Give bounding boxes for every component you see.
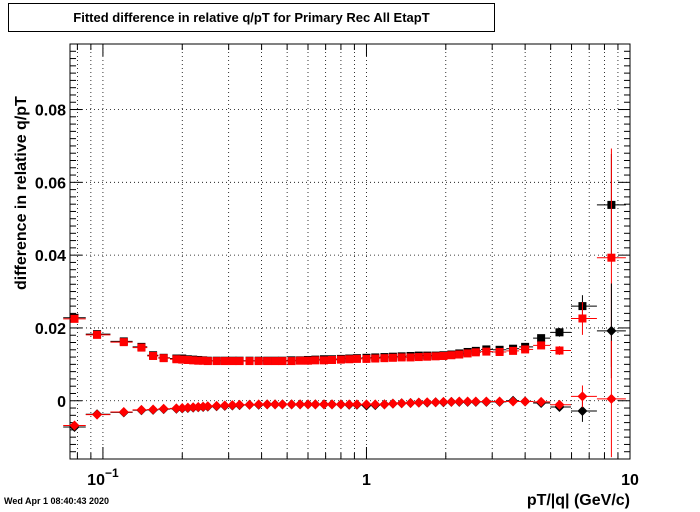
data-point-square <box>423 353 431 361</box>
data-point-square <box>311 356 319 364</box>
data-point-square <box>464 349 472 357</box>
data-point-square <box>447 351 455 359</box>
data-point-square <box>236 357 244 365</box>
data-point-square <box>213 357 221 365</box>
data-point-square <box>120 338 128 346</box>
data-point-diamond <box>414 398 424 408</box>
data-point-diamond <box>406 398 416 408</box>
data-point-diamond <box>92 410 102 420</box>
plot-frame <box>70 44 630 459</box>
x-tick-label: 10 <box>621 472 639 489</box>
data-point-square <box>70 315 78 323</box>
data-point-square <box>398 353 406 361</box>
data-point-square <box>371 355 379 363</box>
data-point-square <box>246 357 254 365</box>
data-point-diamond <box>606 326 616 336</box>
data-point-square <box>509 347 517 355</box>
data-point-square <box>555 347 563 355</box>
data-point-diamond <box>352 399 362 409</box>
data-point-diamond <box>577 406 587 416</box>
data-point-square <box>389 354 397 362</box>
data-point-diamond <box>379 399 389 409</box>
data-point-square <box>255 357 263 365</box>
data-point-square <box>496 348 504 356</box>
data-point-square <box>407 353 415 361</box>
data-point-diamond <box>327 399 337 409</box>
data-point-square <box>415 353 423 361</box>
data-point-square <box>472 348 480 356</box>
data-point-square <box>345 355 353 363</box>
data-point-square <box>432 352 440 360</box>
data-point-square <box>160 354 168 362</box>
x-tick-label: 10−1 <box>87 466 119 489</box>
data-point-square <box>607 254 615 262</box>
data-point-square <box>578 314 586 322</box>
data-point-diamond <box>577 391 587 401</box>
data-point-square <box>537 341 545 349</box>
y-tick-label: 0.04 <box>35 248 66 265</box>
data-point-square <box>353 355 361 363</box>
data-point-square <box>337 356 345 364</box>
timestamp: Wed Apr 1 08:40:43 2020 <box>4 496 109 506</box>
data-point-diamond <box>508 396 518 406</box>
data-point-diamond <box>212 401 222 411</box>
data-point-diamond <box>481 396 491 406</box>
data-point-square <box>149 352 157 360</box>
data-point-diamond <box>136 405 146 415</box>
data-point-diamond <box>245 400 255 410</box>
data-point-square <box>288 357 296 365</box>
data-point-square <box>439 352 447 360</box>
data-point-diamond <box>159 404 169 414</box>
data-point-square <box>263 357 271 365</box>
data-point-diamond <box>606 394 616 404</box>
data-point-diamond <box>471 396 481 406</box>
data-point-square <box>380 354 388 362</box>
x-axis-label: pT/|q| (GeV/c) <box>527 492 630 510</box>
data-point-square <box>482 348 490 356</box>
data-point-diamond <box>69 421 79 431</box>
data-point-square <box>296 357 304 365</box>
y-tick-label: 0.08 <box>35 103 66 120</box>
data-point-square <box>278 357 286 365</box>
data-point-diamond <box>148 404 158 414</box>
data-point-diamond <box>520 396 530 406</box>
data-point-square <box>271 357 279 365</box>
data-point-diamond <box>397 398 407 408</box>
data-point-square <box>362 355 370 363</box>
data-point-square <box>521 345 529 353</box>
data-point-square <box>228 357 236 365</box>
data-point-square <box>204 357 212 365</box>
y-axis-label: difference in relative q/pT <box>13 96 31 290</box>
data-point-diamond <box>119 407 129 417</box>
data-point-square <box>93 331 101 339</box>
data-point-square <box>537 334 545 342</box>
y-tick-label: 0.06 <box>35 175 66 192</box>
data-point-square <box>455 351 463 359</box>
data-point-square <box>555 328 563 336</box>
data-point-diamond <box>388 399 398 409</box>
data-point-diamond <box>235 400 245 410</box>
x-tick-label: 1 <box>362 472 371 489</box>
data-point-square <box>137 344 145 352</box>
data-point-square <box>304 357 312 365</box>
data-point-square <box>221 357 229 365</box>
data-point-square <box>320 356 328 364</box>
y-tick-label: 0.02 <box>35 321 66 338</box>
data-point-diamond <box>536 397 546 407</box>
data-point-diamond <box>495 396 505 406</box>
data-point-square <box>328 356 336 364</box>
y-tick-label: 0 <box>57 394 66 411</box>
